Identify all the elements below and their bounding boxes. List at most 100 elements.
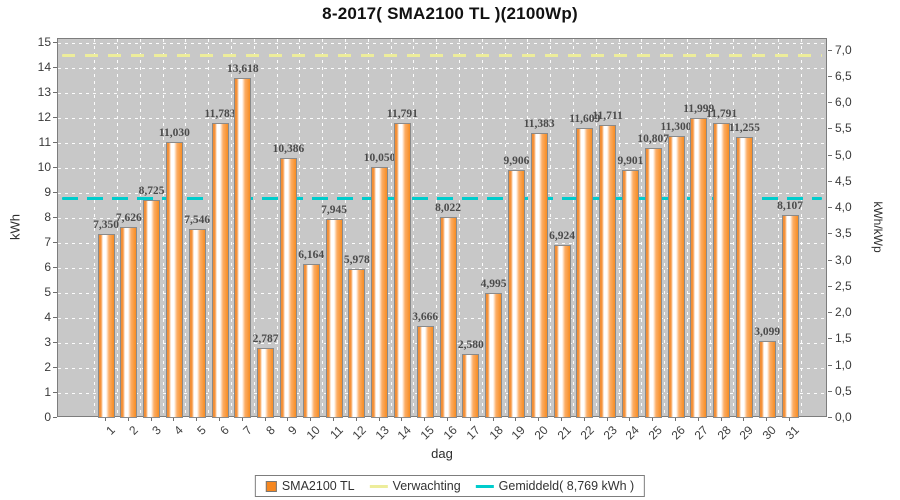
y-left-tick-label: 10 xyxy=(37,160,51,174)
bar-value-label-day-26: 11,300 xyxy=(660,120,692,133)
bar-day-16 xyxy=(439,217,457,418)
y-right-tick-label: 3,0 xyxy=(835,252,852,267)
bar-day-23 xyxy=(599,125,617,418)
verwachting-line xyxy=(62,54,822,57)
y-right-tick-mark xyxy=(828,75,832,77)
legend-label-gemiddeld: Gemiddeld( 8,769 kWh ) xyxy=(498,479,635,493)
legend: SMA2100 TL Verwachting Gemiddeld( 8,769 … xyxy=(254,475,646,497)
bar-day-20 xyxy=(530,133,548,418)
y-left-tick-mark xyxy=(53,142,57,143)
y-left-tick-mark xyxy=(53,242,57,243)
v-gridline xyxy=(299,39,301,416)
legend-bar-swatch-icon xyxy=(265,480,277,492)
bar-value-label-day-20: 11,383 xyxy=(523,118,555,131)
bar-day-4 xyxy=(165,142,183,418)
y-right-tick-mark xyxy=(828,259,832,261)
y-left-tick-label: 12 xyxy=(37,110,51,124)
y-right-tick-label: 2,5 xyxy=(835,278,852,293)
h-gridline xyxy=(58,117,826,119)
v-gridline xyxy=(572,39,574,416)
x-tick-mark xyxy=(127,418,129,421)
y-right-tick-label: 2,0 xyxy=(835,305,852,319)
y-right-tick-label: 0,5 xyxy=(835,383,852,398)
x-tick-mark xyxy=(219,418,220,421)
bar-day-21 xyxy=(553,244,571,418)
y-left-tick-label: 7 xyxy=(44,235,51,249)
y-right-tick-mark xyxy=(828,128,832,130)
y-right-tick-mark xyxy=(828,285,832,287)
bar-value-label-day-28: 11,791 xyxy=(706,108,738,121)
y-right-tick-label: 3,5 xyxy=(835,226,852,241)
v-gridline xyxy=(504,39,506,416)
y-right-tick-mark xyxy=(828,207,832,208)
y-left-tick-mark xyxy=(53,392,57,393)
y-right-tick-label: 5,0 xyxy=(835,147,852,162)
y-axis-right-title: kWh/kWp xyxy=(871,201,885,253)
y-left-tick-mark xyxy=(53,317,57,318)
y-left-tick-label: 15 xyxy=(37,35,51,49)
y-left-tick-label: 8 xyxy=(44,210,51,224)
bar-value-label-day-12: 5,978 xyxy=(343,253,370,266)
v-gridline xyxy=(367,39,369,416)
v-gridline xyxy=(481,39,483,416)
v-gridline xyxy=(527,39,529,416)
bar-day-19 xyxy=(507,170,525,418)
bar-day-24 xyxy=(621,170,639,418)
bar-value-label-day-11: 7,945 xyxy=(321,204,347,217)
v-gridline xyxy=(116,39,118,416)
v-gridline xyxy=(595,39,597,416)
v-gridline xyxy=(800,39,802,416)
y-right-tick-mark xyxy=(828,390,832,392)
v-gridline xyxy=(755,39,757,416)
plot-area: 7,350 7,626 8,725 11,030 7,546 11,783 13,618 2,… xyxy=(57,38,827,418)
x-tick-mark xyxy=(333,418,334,421)
y-left-tick-label: 11 xyxy=(38,135,51,149)
bar-value-label-day-15: 3,666 xyxy=(412,311,439,324)
x-tick-mark xyxy=(675,418,676,421)
bar-value-label-day-9: 10,386 xyxy=(272,143,305,156)
v-gridline xyxy=(413,39,415,416)
x-tick-mark xyxy=(492,418,494,421)
bar-value-label-day-31: 8,107 xyxy=(777,200,803,213)
bar-day-31 xyxy=(781,215,799,418)
bar-value-label-day-14: 11,791 xyxy=(386,108,418,121)
x-tick-mark xyxy=(789,418,790,421)
h-gridline xyxy=(58,42,826,44)
v-gridline xyxy=(686,39,688,416)
y-left-tick-label: 9 xyxy=(44,185,51,199)
v-gridline xyxy=(778,39,780,416)
bar-day-6 xyxy=(211,123,229,418)
bar-day-12 xyxy=(348,268,366,418)
y-right-tick-label: 1,0 xyxy=(835,357,852,372)
v-gridline xyxy=(162,39,164,416)
bar-value-label-day-16: 8,022 xyxy=(435,202,461,215)
h-gridline xyxy=(58,67,826,69)
bar-day-9 xyxy=(279,158,297,418)
y-left-tick-label: 4 xyxy=(44,310,51,324)
y-left-tick-label: 0 xyxy=(44,410,51,424)
x-tick-mark xyxy=(606,418,608,421)
bar-day-17 xyxy=(462,353,480,418)
legend-label-series: SMA2100 TL xyxy=(281,479,355,493)
y-right-tick-label: 4,0 xyxy=(835,200,852,214)
y-left-tick-mark xyxy=(53,342,57,343)
x-tick-mark xyxy=(720,418,722,421)
y-right-tick-mark xyxy=(828,417,832,418)
v-gridline xyxy=(664,39,666,416)
h-gridline xyxy=(58,192,826,194)
y-right-tick-mark xyxy=(828,233,832,235)
x-tick-mark xyxy=(583,418,585,421)
y-left-tick-mark xyxy=(53,67,57,68)
v-gridline xyxy=(253,39,255,416)
y-left-tick-label: 5 xyxy=(44,285,51,299)
v-gridline xyxy=(185,39,187,416)
bar-value-label-day-23: 11,711 xyxy=(592,110,623,123)
bar-value-label-day-30: 3,099 xyxy=(754,325,781,338)
bar-value-label-day-7: 13,618 xyxy=(226,62,259,75)
legend-label-verwachting: Verwachting xyxy=(392,479,461,493)
y-right-tick-mark xyxy=(828,180,832,182)
x-tick-mark xyxy=(105,418,106,421)
bar-day-3 xyxy=(143,199,161,418)
y-left-tick-mark xyxy=(53,217,57,218)
